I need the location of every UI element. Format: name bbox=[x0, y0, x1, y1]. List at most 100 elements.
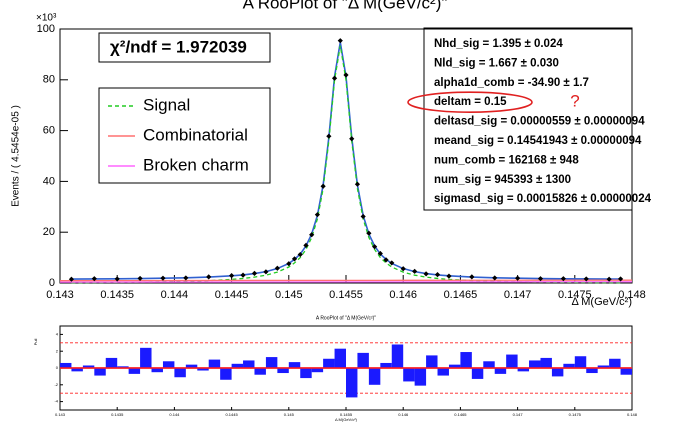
data-point bbox=[377, 250, 383, 257]
legend-label: Broken charm bbox=[143, 155, 249, 174]
x-tick-label: 0.145 bbox=[275, 289, 303, 301]
data-point bbox=[326, 133, 332, 139]
data-point bbox=[617, 276, 624, 282]
y-multiplier: ×10³ bbox=[36, 13, 57, 24]
parameter-box bbox=[423, 27, 633, 211]
data-point bbox=[251, 270, 258, 276]
x-tick-label: 0.1445 bbox=[215, 289, 249, 301]
pull-title: A RooPlot of "Δ M(GeV/c²)" bbox=[316, 315, 376, 321]
x-tick-label: 0.143 bbox=[55, 412, 66, 417]
data-point bbox=[309, 232, 315, 238]
parameter: Nld_sig = 1.667 ± 0.030 bbox=[434, 57, 559, 69]
data-point bbox=[583, 276, 589, 282]
data-point bbox=[331, 75, 338, 81]
annotation-note: ? bbox=[570, 92, 579, 111]
pull-bar bbox=[471, 368, 484, 379]
pull-bar bbox=[140, 347, 152, 368]
pull-bar bbox=[517, 368, 530, 372]
pull-bar bbox=[71, 368, 83, 372]
pull-bar bbox=[609, 358, 621, 368]
pull-bar bbox=[82, 365, 95, 368]
data-point bbox=[337, 38, 343, 44]
pull-bar bbox=[574, 356, 587, 368]
y-tick-label: 80 bbox=[43, 74, 55, 86]
data-point bbox=[412, 268, 418, 274]
pull-bar bbox=[231, 363, 244, 368]
pull-bar bbox=[403, 368, 415, 382]
data-point bbox=[286, 261, 292, 267]
data-point bbox=[114, 276, 120, 282]
data-point bbox=[320, 183, 326, 189]
pull-bar bbox=[586, 368, 598, 374]
data-point bbox=[183, 275, 189, 281]
chart-title: A RooPlot of "Δ M(GeV/c²)" bbox=[243, 0, 448, 12]
data-point bbox=[274, 265, 280, 271]
parameter: deltasd_sig = 0.00000559 ± 0.00000094 bbox=[434, 116, 645, 128]
data-point bbox=[314, 212, 320, 218]
x-tick-label: 0.145 bbox=[284, 412, 295, 417]
y-tick-label: 0 bbox=[56, 365, 59, 370]
parameter: num_comb = 162168 ± 948 bbox=[434, 154, 579, 166]
fit-quality-box bbox=[98, 32, 271, 63]
y-tick-label: 20 bbox=[43, 226, 55, 238]
pull-bar bbox=[105, 357, 118, 368]
data-point bbox=[606, 276, 612, 282]
data-point bbox=[372, 244, 378, 250]
data-point bbox=[91, 276, 97, 282]
pull-bar bbox=[174, 368, 186, 378]
pull-bar bbox=[197, 368, 209, 371]
legend-label: Signal bbox=[143, 95, 190, 114]
data-point bbox=[537, 276, 544, 282]
pull-bar bbox=[460, 352, 472, 368]
parameter: Nhd_sig = 1.395 ± 0.024 bbox=[434, 38, 563, 50]
data-point bbox=[349, 136, 355, 142]
fit-quality: χ²/ndf = 1.972039 bbox=[110, 37, 247, 56]
pull-bar bbox=[448, 364, 461, 368]
data-point bbox=[303, 242, 309, 249]
data-point bbox=[389, 260, 395, 266]
pull-bar bbox=[117, 366, 129, 368]
pull-bar bbox=[334, 348, 346, 368]
pull-bar bbox=[391, 344, 404, 368]
data-point bbox=[469, 274, 475, 280]
parameter: deltam = 0.15 bbox=[434, 96, 507, 108]
pull-bar bbox=[162, 361, 175, 368]
pull-bar bbox=[414, 368, 427, 386]
pull-bar bbox=[494, 368, 507, 374]
data-point bbox=[515, 275, 521, 281]
pull-bar bbox=[208, 359, 221, 368]
data-point bbox=[68, 276, 75, 282]
x-axis-title: Δ M(GeV/c²) bbox=[571, 296, 632, 308]
pull-bar bbox=[185, 364, 198, 368]
data-point bbox=[383, 257, 389, 263]
pull-bar bbox=[426, 355, 438, 368]
y-tick-label: 40 bbox=[43, 175, 55, 187]
data-point bbox=[291, 256, 298, 262]
data-point bbox=[137, 275, 143, 282]
x-tick-label: 0.1475 bbox=[569, 412, 582, 417]
pull-bar bbox=[151, 368, 163, 373]
y-tick-label: 2 bbox=[56, 348, 59, 353]
x-tick-label: 0.148 bbox=[618, 289, 646, 301]
pull-bar bbox=[529, 360, 541, 368]
data-point bbox=[366, 230, 372, 236]
pull-bar bbox=[563, 363, 575, 368]
pull-bar bbox=[597, 365, 610, 368]
data-point bbox=[354, 181, 361, 187]
pull-bar bbox=[254, 368, 266, 375]
pull-bar bbox=[300, 368, 312, 379]
x-tick-label: 0.1435 bbox=[100, 289, 134, 301]
pull-x-axis-title: Δ M(GeV/c²) bbox=[335, 417, 358, 422]
data-point bbox=[400, 266, 406, 272]
x-tick-label: 0.144 bbox=[169, 412, 180, 417]
data-point bbox=[560, 276, 566, 282]
x-tick-label: 0.147 bbox=[504, 289, 532, 301]
y-axis-title: Events / ( 4.5454e-05 ) bbox=[11, 105, 22, 207]
x-tick-label: 0.1445 bbox=[225, 412, 238, 417]
x-tick-label: 0.1455 bbox=[329, 289, 363, 301]
pull-bar bbox=[357, 352, 369, 368]
y-tick-label: 4 bbox=[56, 331, 59, 336]
pull-bar bbox=[380, 362, 392, 368]
y-tick-label: 60 bbox=[43, 125, 55, 137]
